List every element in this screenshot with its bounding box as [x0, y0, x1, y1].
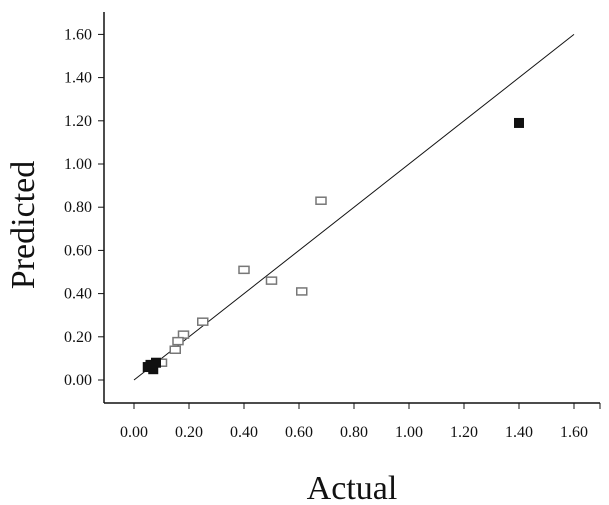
- y-tick-label: 0.00: [64, 372, 92, 389]
- x-tick-label: 1.20: [450, 424, 478, 441]
- x-tick-label: 0.00: [120, 424, 148, 441]
- data-points: [142, 117, 524, 375]
- data-point-open: [238, 265, 250, 275]
- data-point-open: [197, 317, 209, 326]
- y-tick-label: 1.60: [64, 26, 92, 43]
- y-tick-label: 1.40: [64, 70, 92, 87]
- data-point-open: [169, 345, 181, 355]
- y-tick-label: 0.60: [64, 242, 92, 259]
- x-tick-label: 1.60: [560, 424, 588, 441]
- y-tick-label: 0.80: [64, 199, 92, 216]
- data-point-filled: [145, 359, 156, 370]
- y-axis-title: Predicted: [5, 161, 42, 289]
- x-tick-label: 0.40: [230, 424, 258, 441]
- data-point-open: [265, 276, 278, 285]
- x-tick-label: 1.40: [505, 424, 533, 441]
- y-axis-ticks: 0.00 0.20 0.40 0.60 0.80 1.00 1.20 1.40 1.60: [64, 26, 104, 389]
- y-tick-label: 1.20: [64, 113, 92, 130]
- x-axis-title: Actual: [307, 470, 398, 505]
- y-tick-label: 0.20: [64, 329, 92, 346]
- data-point-open: [172, 336, 184, 346]
- data-point-filled: [514, 117, 524, 128]
- x-tick-label: 0.20: [175, 424, 203, 441]
- y-tick-label: 1.00: [64, 156, 92, 173]
- y-tick-label: 0.40: [64, 286, 92, 303]
- reference-line: [133, 34, 575, 381]
- x-tick-label: 1.00: [395, 424, 423, 441]
- data-point-open: [296, 287, 308, 296]
- x-tick-label: 0.60: [285, 424, 313, 441]
- x-axis-ticks: 0.00 0.20 0.40 0.60 0.80 1.00 1.20 1.40 1.60: [120, 403, 588, 441]
- data-point-open: [315, 196, 327, 205]
- x-tick-label: 0.80: [340, 424, 368, 441]
